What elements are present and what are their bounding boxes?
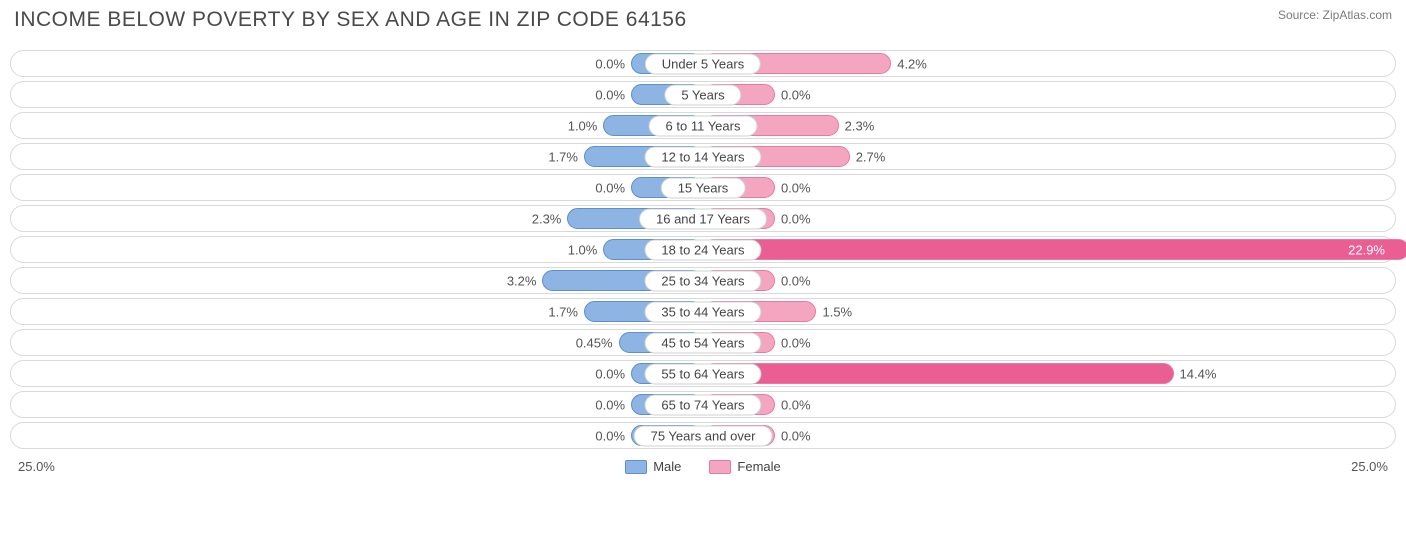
- male-value-label: 0.0%: [595, 397, 625, 412]
- category-label: 12 to 14 Years: [644, 146, 761, 167]
- female-value-label: 1.5%: [822, 304, 852, 319]
- legend-male: Male: [625, 459, 681, 474]
- male-value-label: 0.0%: [595, 56, 625, 71]
- chart-footer: 25.0% Male Female 25.0%: [10, 459, 1396, 474]
- row-track: 1.0% 2.3% 6 to 11 Years: [10, 112, 1396, 139]
- row-track: 0.0% 0.0% 5 Years: [10, 81, 1396, 108]
- female-value-label: 0.0%: [781, 211, 811, 226]
- male-value-label: 0.0%: [595, 366, 625, 381]
- female-value-label: 4.2%: [897, 56, 927, 71]
- category-label: Under 5 Years: [645, 53, 761, 74]
- female-value-label: 0.0%: [781, 273, 811, 288]
- male-value-label: 3.2%: [507, 273, 537, 288]
- female-value-label: 2.3%: [845, 118, 875, 133]
- male-value-label: 1.0%: [568, 242, 598, 257]
- male-value-label: 1.0%: [568, 118, 598, 133]
- row-track: 1.7% 2.7% 12 to 14 Years: [10, 143, 1396, 170]
- row-track: 0.0% 0.0% 15 Years: [10, 174, 1396, 201]
- male-value-label: 0.0%: [595, 180, 625, 195]
- female-value-label: 2.7%: [856, 149, 886, 164]
- chart-title: INCOME BELOW POVERTY BY SEX AND AGE IN Z…: [14, 8, 687, 32]
- male-value-label: 1.7%: [548, 304, 578, 319]
- male-value-label: 0.0%: [595, 428, 625, 443]
- row-track: 0.0% 14.4% 55 to 64 Years: [10, 360, 1396, 387]
- row-track: 0.45% 0.0% 45 to 54 Years: [10, 329, 1396, 356]
- category-label: 15 Years: [661, 177, 746, 198]
- legend-female: Female: [709, 459, 780, 474]
- legend: Male Female: [625, 459, 781, 474]
- row-track: 3.2% 0.0% 25 to 34 Years: [10, 267, 1396, 294]
- category-label: 75 Years and over: [634, 425, 773, 446]
- category-label: 45 to 54 Years: [644, 332, 761, 353]
- axis-max-right: 25.0%: [1351, 459, 1388, 474]
- legend-label-female: Female: [737, 459, 780, 474]
- legend-label-male: Male: [653, 459, 681, 474]
- row-track: 0.0% 0.0% 65 to 74 Years: [10, 391, 1396, 418]
- female-value-label: 0.0%: [781, 335, 811, 350]
- category-label: 35 to 44 Years: [644, 301, 761, 322]
- legend-swatch-male: [625, 460, 647, 474]
- category-label: 65 to 74 Years: [644, 394, 761, 415]
- category-label: 55 to 64 Years: [644, 363, 761, 384]
- female-value-label: 0.0%: [781, 87, 811, 102]
- chart-header: INCOME BELOW POVERTY BY SEX AND AGE IN Z…: [10, 8, 1396, 32]
- row-track: 0.0% 0.0% 75 Years and over: [10, 422, 1396, 449]
- row-track: 0.0% 4.2% Under 5 Years: [10, 50, 1396, 77]
- female-value-label: 0.0%: [781, 397, 811, 412]
- male-value-label: 0.0%: [595, 87, 625, 102]
- chart-rows: 0.0% 4.2% Under 5 Years 0.0% 0.0% 5 Years 1.0%…: [10, 50, 1396, 449]
- female-bar: [703, 239, 1406, 260]
- chart-source: Source: ZipAtlas.com: [1278, 8, 1392, 22]
- category-label: 25 to 34 Years: [644, 270, 761, 291]
- legend-swatch-female: [709, 460, 731, 474]
- poverty-chart: INCOME BELOW POVERTY BY SEX AND AGE IN Z…: [0, 0, 1406, 559]
- female-value-label: 22.9%: [1348, 242, 1385, 257]
- category-label: 16 and 17 Years: [639, 208, 767, 229]
- axis-max-left: 25.0%: [18, 459, 55, 474]
- female-value-label: 0.0%: [781, 428, 811, 443]
- row-track: 2.3% 0.0% 16 and 17 Years: [10, 205, 1396, 232]
- male-value-label: 0.45%: [576, 335, 613, 350]
- female-bar: [703, 363, 1174, 384]
- category-label: 6 to 11 Years: [649, 115, 758, 136]
- category-label: 5 Years: [664, 84, 741, 105]
- female-value-label: 14.4%: [1180, 366, 1217, 381]
- category-label: 18 to 24 Years: [644, 239, 761, 260]
- row-track: 1.0% 22.9% 18 to 24 Years: [10, 236, 1396, 263]
- female-value-label: 0.0%: [781, 180, 811, 195]
- male-value-label: 1.7%: [548, 149, 578, 164]
- row-track: 1.7% 1.5% 35 to 44 Years: [10, 298, 1396, 325]
- male-value-label: 2.3%: [532, 211, 562, 226]
